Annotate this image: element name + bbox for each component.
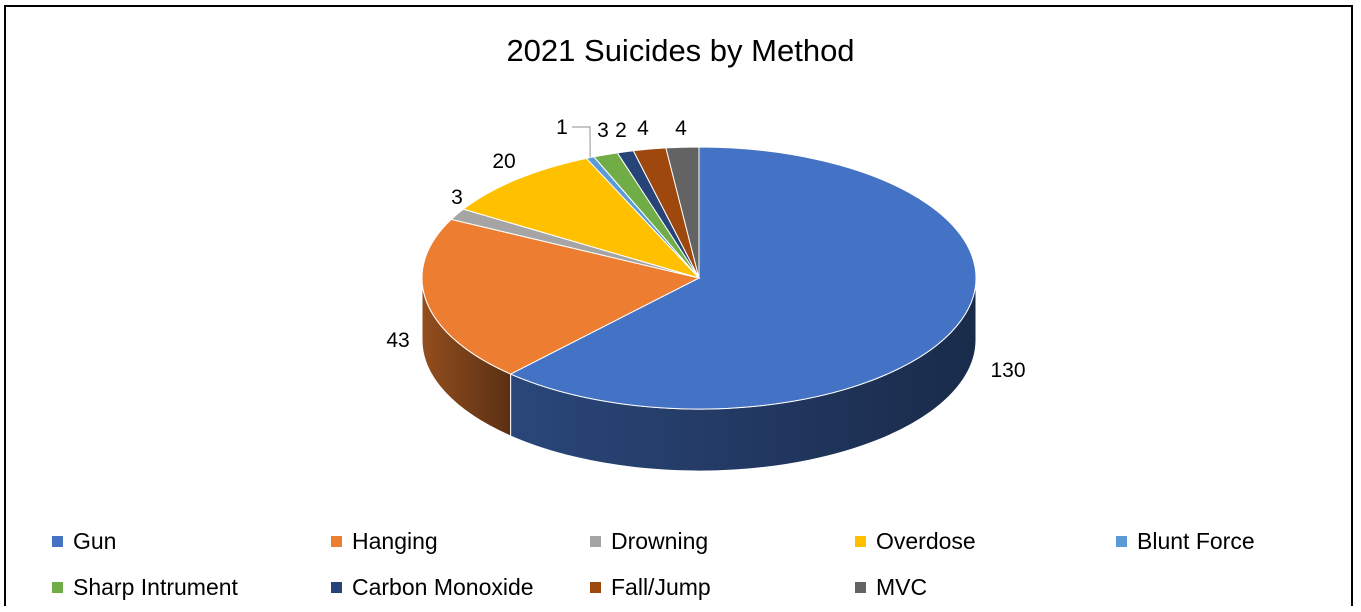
slice-gun [509, 146, 977, 410]
data-label-fall-jump: 4 [637, 117, 649, 140]
data-label-blunt-force: 1 [556, 116, 568, 139]
data-label-drowning: 3 [451, 186, 463, 209]
slice-overdose [462, 157, 701, 279]
data-label-mvc: 4 [675, 117, 687, 140]
slice-mvc [665, 146, 700, 279]
chart-title: 2021 Suicides by Method [506, 33, 855, 68]
data-label-overdose: 20 [492, 150, 515, 173]
leader-line-blunt-force [572, 126, 591, 158]
slice-hanging [421, 218, 701, 375]
data-label-carbon-monoxide: 2 [615, 119, 627, 142]
data-label-gun: 130 [990, 359, 1025, 382]
data-label-sharp-intrument: 3 [597, 119, 609, 142]
data-label-hanging: 43 [386, 329, 409, 352]
